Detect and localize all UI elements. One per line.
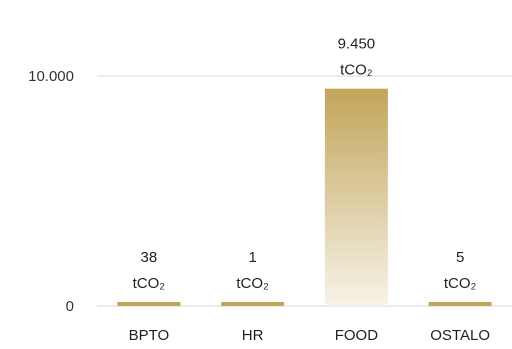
data-label-unit-food: tCO₂	[340, 62, 373, 79]
data-label-value-bpto: 38	[141, 249, 158, 266]
x-tick-label-food: FOOD	[335, 327, 378, 344]
bar-bpto	[117, 302, 181, 306]
data-label-value-food: 9.450	[338, 36, 376, 53]
x-axis-categories: BPTO HR FOOD OSTALO	[129, 327, 490, 344]
data-label-unit-hr: tCO₂	[236, 275, 269, 292]
x-tick-label-hr: HR	[242, 327, 264, 344]
bar-food	[324, 88, 388, 307]
data-label-unit-ostalo: tCO₂	[444, 275, 477, 292]
gridlines	[97, 75, 512, 307]
x-tick-label-ostalo: OSTALO	[430, 327, 490, 344]
data-label-value-ostalo: 5	[456, 249, 464, 266]
data-labels: 38 tCO₂ 1 tCO₂ 9.450 tCO₂ 5 tCO₂	[133, 36, 477, 292]
data-label-value-hr: 1	[248, 249, 256, 266]
bar-ostalo	[428, 302, 492, 306]
y-tick-label-1: 10.000	[28, 68, 74, 85]
y-axis-ticks: 0 10.000	[28, 68, 74, 315]
bars	[117, 88, 492, 307]
x-tick-label-bpto: BPTO	[129, 327, 170, 344]
y-tick-label-0: 0	[66, 298, 74, 315]
data-label-unit-bpto: tCO₂	[133, 275, 166, 292]
bar-hr	[221, 302, 285, 306]
